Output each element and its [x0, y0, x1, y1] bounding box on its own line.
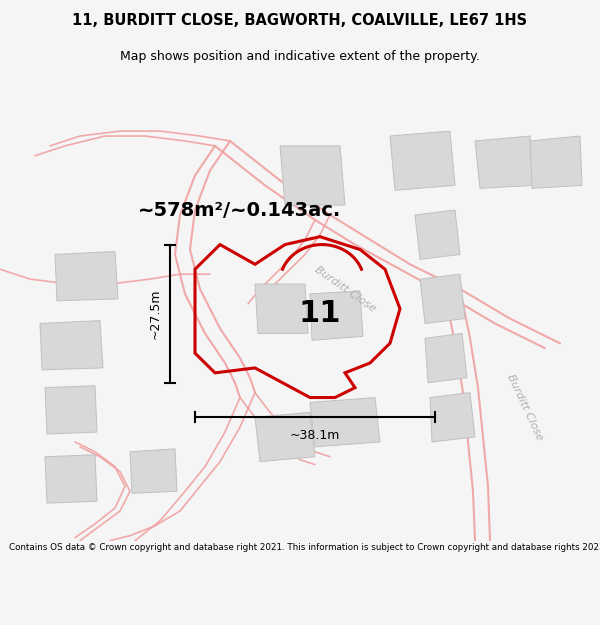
Text: Burditt Close: Burditt Close: [313, 264, 377, 314]
Polygon shape: [310, 291, 363, 340]
Polygon shape: [255, 284, 308, 333]
Text: ~27.5m: ~27.5m: [149, 288, 162, 339]
Polygon shape: [310, 398, 380, 447]
Polygon shape: [530, 136, 582, 188]
Polygon shape: [415, 210, 460, 259]
Text: Map shows position and indicative extent of the property.: Map shows position and indicative extent…: [120, 50, 480, 63]
Polygon shape: [40, 321, 103, 370]
Text: ~38.1m: ~38.1m: [290, 429, 340, 442]
Polygon shape: [55, 251, 118, 301]
Polygon shape: [255, 412, 315, 462]
Polygon shape: [45, 455, 97, 503]
Polygon shape: [420, 274, 465, 324]
Text: 11, BURDITT CLOSE, BAGWORTH, COALVILLE, LE67 1HS: 11, BURDITT CLOSE, BAGWORTH, COALVILLE, …: [73, 13, 527, 28]
Polygon shape: [430, 392, 475, 442]
Polygon shape: [425, 333, 467, 382]
Polygon shape: [280, 146, 345, 205]
Polygon shape: [45, 386, 97, 434]
Text: Burditt Close: Burditt Close: [505, 372, 545, 442]
Polygon shape: [475, 136, 535, 188]
Text: ~578m²/~0.143ac.: ~578m²/~0.143ac.: [139, 201, 341, 219]
Text: 11: 11: [299, 299, 341, 328]
Polygon shape: [390, 131, 455, 190]
Polygon shape: [130, 449, 177, 493]
Text: Contains OS data © Crown copyright and database right 2021. This information is : Contains OS data © Crown copyright and d…: [9, 543, 600, 552]
